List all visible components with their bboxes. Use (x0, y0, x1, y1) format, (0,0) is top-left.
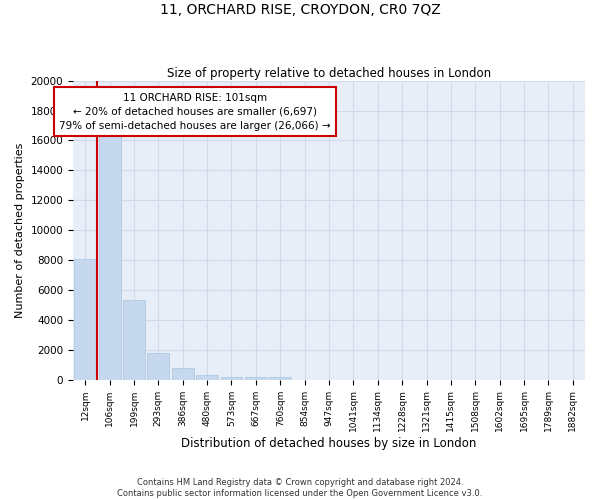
Y-axis label: Number of detached properties: Number of detached properties (15, 142, 25, 318)
Bar (172, 368, 194, 380)
Bar (98, 130, 121, 380)
Text: 11, ORCHARD RISE, CROYDON, CR0 7QZ: 11, ORCHARD RISE, CROYDON, CR0 7QZ (160, 2, 440, 16)
Text: Contains HM Land Registry data © Crown copyright and database right 2024.
Contai: Contains HM Land Registry data © Crown c… (118, 478, 482, 498)
Bar (123, 300, 145, 380)
Bar (74, 258, 96, 380)
Text: 11 ORCHARD RISE: 101sqm
← 20% of detached houses are smaller (6,697)
79% of semi: 11 ORCHARD RISE: 101sqm ← 20% of detache… (59, 92, 331, 130)
X-axis label: Distribution of detached houses by size in London: Distribution of detached houses by size … (181, 437, 477, 450)
Bar (221, 376, 242, 380)
Bar (196, 375, 218, 380)
Bar (269, 376, 291, 380)
Bar (148, 354, 169, 380)
Title: Size of property relative to detached houses in London: Size of property relative to detached ho… (167, 66, 491, 80)
Bar (245, 376, 267, 380)
